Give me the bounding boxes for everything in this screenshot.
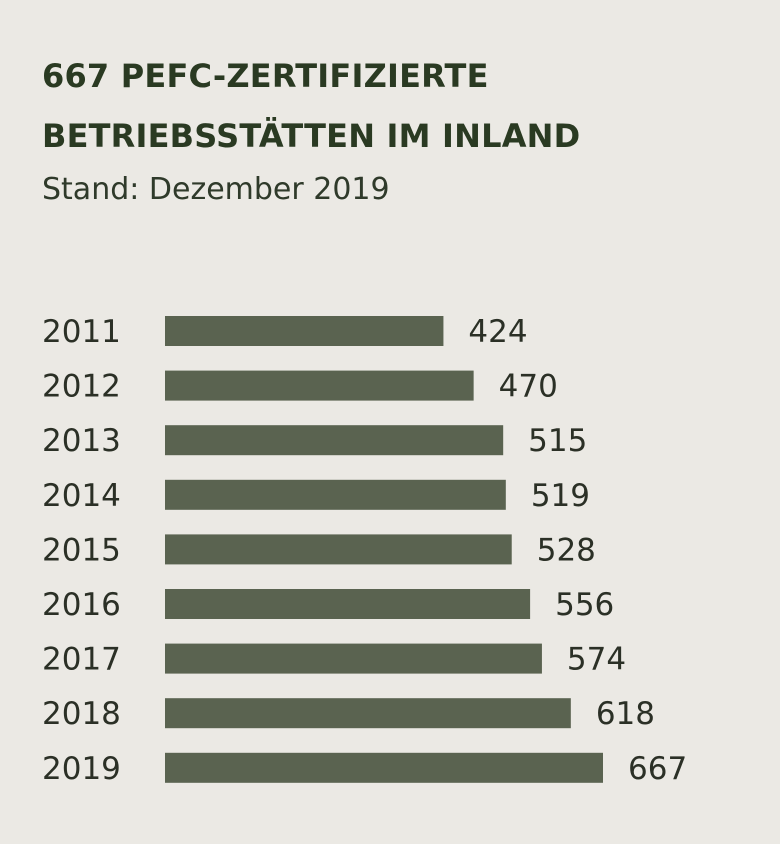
value-label: 667: [628, 751, 687, 787]
chart-title: 667 PEFC-ZERTIFIZIERTE BETRIEBSSTÄTTEN I…: [42, 46, 580, 166]
chart-title-line-2: BETRIEBSSTÄTTEN IM INLAND: [42, 117, 581, 155]
year-label: 2017: [42, 642, 121, 678]
year-label: 2015: [42, 532, 121, 568]
bar: [165, 752, 603, 783]
value-label: 470: [499, 369, 558, 405]
value-label: 574: [567, 642, 626, 678]
bar: [165, 643, 542, 674]
chart-subtitle: Stand: Dezember 2019: [42, 172, 390, 207]
bar: [165, 698, 571, 729]
year-label: 2018: [42, 696, 121, 732]
year-label: 2011: [42, 314, 121, 350]
bar: [165, 534, 512, 565]
bar: [165, 370, 474, 401]
bar: [165, 425, 504, 456]
year-label: 2016: [42, 587, 121, 623]
chart-title-line-1: 667 PEFC-ZERTIFIZIERTE: [42, 57, 489, 95]
value-label: 528: [537, 532, 596, 568]
value-label: 424: [468, 314, 527, 350]
value-label: 618: [596, 696, 655, 732]
value-label: 515: [528, 423, 587, 459]
year-label: 2019: [42, 751, 121, 787]
year-label: 2014: [42, 478, 121, 514]
value-label: 519: [531, 478, 590, 514]
bar: [165, 479, 506, 510]
year-label: 2012: [42, 369, 121, 405]
year-label: 2013: [42, 423, 121, 459]
bar: [165, 589, 531, 619]
bar: [165, 316, 444, 346]
value-label: 556: [555, 587, 614, 623]
